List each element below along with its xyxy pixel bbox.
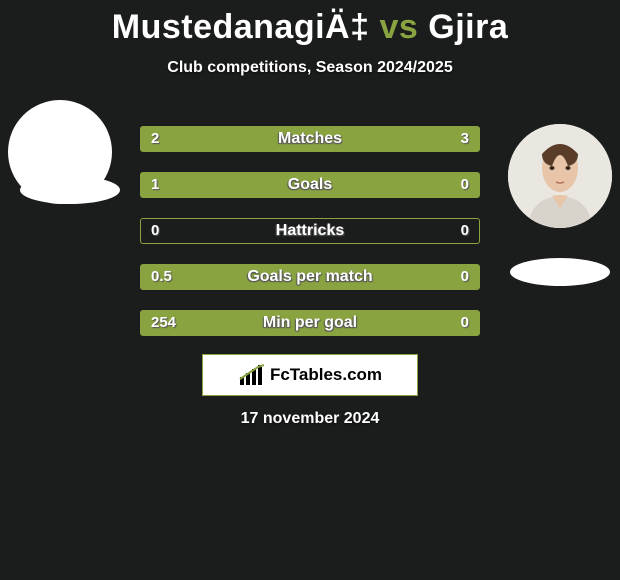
vs-label: vs	[379, 8, 418, 46]
player2-avatar	[508, 124, 612, 228]
barchart-icon	[238, 363, 266, 387]
stat-label: Matches	[278, 127, 342, 151]
stat-row-min-per-goal: 254 Min per goal 0	[140, 310, 480, 336]
player2-avatar-image	[508, 124, 612, 228]
stat-value-right: 3	[461, 127, 469, 151]
player2-name: Gjira	[428, 8, 508, 46]
player2-team-badge	[510, 258, 610, 286]
player1-team-badge	[20, 176, 120, 204]
fctables-logo: FcTables.com	[202, 354, 418, 396]
stat-value-right: 0	[461, 311, 469, 335]
stat-label: Goals per match	[247, 265, 372, 289]
stat-label: Goals	[288, 173, 332, 197]
comparison-title: MustedanagiÄ‡ vs Gjira	[0, 0, 620, 47]
stat-value-left: 0.5	[151, 265, 172, 289]
stat-value-left: 254	[151, 311, 176, 335]
logo-text: FcTables.com	[270, 365, 382, 385]
stat-value-left: 1	[151, 173, 159, 197]
stat-row-hattricks: 0 Hattricks 0	[140, 218, 480, 244]
stat-value-left: 2	[151, 127, 159, 151]
stat-label: Min per goal	[263, 311, 357, 335]
stat-value-right: 0	[461, 173, 469, 197]
player1-name: MustedanagiÄ‡	[112, 8, 370, 46]
stat-row-goals-per-match: 0.5 Goals per match 0	[140, 264, 480, 290]
date-stamp: 17 november 2024	[0, 410, 620, 428]
stat-value-right: 0	[461, 219, 469, 243]
bar-fill-left	[141, 127, 276, 151]
stat-value-right: 0	[461, 265, 469, 289]
subtitle: Club competitions, Season 2024/2025	[0, 59, 620, 77]
stat-label: Hattricks	[276, 219, 344, 243]
stat-row-matches: 2 Matches 3	[140, 126, 480, 152]
stat-bars: 2 Matches 3 1 Goals 0 0 Hattricks 0 0.5 …	[140, 126, 480, 356]
stat-value-left: 0	[151, 219, 159, 243]
stat-row-goals: 1 Goals 0	[140, 172, 480, 198]
